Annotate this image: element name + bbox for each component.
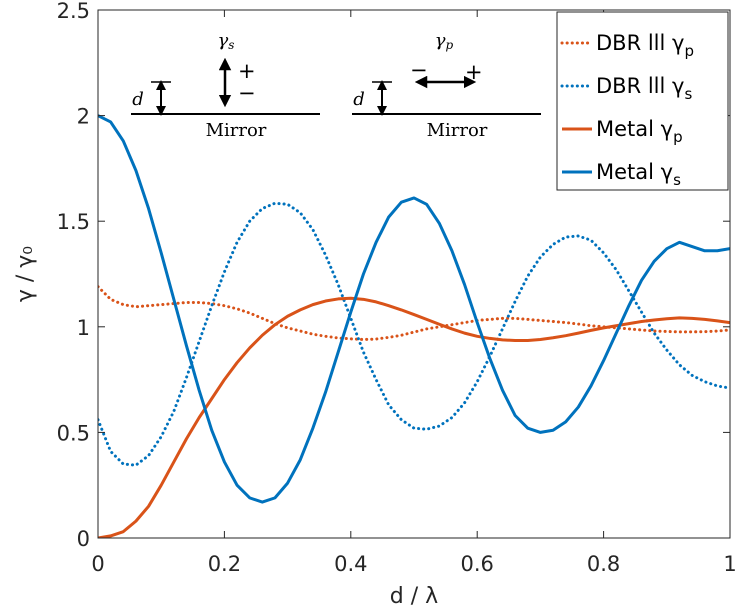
series-line-2 (98, 296, 730, 538)
y-tick-label-0: 0 (77, 527, 90, 551)
x-tick-label-5: 1 (723, 552, 736, 576)
legend-label-2: Metal γp (596, 117, 683, 146)
tick-layer: 0 0.2 0.4 0.6 0.8 1 0 0.5 1 1.5 2 2.5 (57, 0, 737, 576)
inset-right-mirror-label: Mirror (427, 120, 488, 141)
inset-left-title: γs (218, 30, 235, 52)
legend-entries: DBR lll γp DBR lll γs Metal γp Metal γs (560, 31, 694, 189)
y-tick-label-3: 1.5 (57, 210, 90, 234)
inset-right-panel: γp Mirror d − + (352, 30, 541, 141)
inset-right-distance-label: d (353, 89, 365, 110)
legend: DBR lll γp DBR lll γs Metal γp Metal γs (556, 11, 729, 191)
x-tick-label-3: 0.6 (460, 552, 493, 576)
inset-right-plus-sign: + (465, 60, 483, 84)
series-line-1 (98, 201, 730, 467)
inset-left-distance-label: d (132, 89, 144, 110)
x-tick-label-2: 0.4 (334, 552, 367, 576)
series-line-3 (98, 114, 730, 504)
axes-box (97, 9, 731, 539)
x-tick-label-1: 0.2 (208, 552, 241, 576)
series-layer (98, 114, 730, 538)
inset-left-mirror-label: Mirror (206, 120, 267, 141)
x-tick-label-4: 0.8 (587, 552, 620, 576)
inset-left-minus-sign: − (238, 81, 256, 105)
legend-label-1: DBR lll γs (596, 74, 692, 103)
x-axis-label: d / λ (390, 584, 438, 609)
inset-left-panel: γs Mirror d + − (131, 30, 320, 141)
series-line-0 (98, 285, 730, 341)
legend-label-0: DBR lll γp (596, 31, 694, 60)
inset-right-title: γp (435, 30, 454, 52)
legend-box (556, 11, 729, 191)
inset-right-minus-sign: − (410, 58, 428, 82)
y-tick-label-5: 2.5 (57, 0, 90, 23)
x-tick-label-0: 0 (91, 552, 104, 576)
y-tick-label-1: 0.5 (57, 421, 90, 445)
legend-label-3: Metal γs (596, 160, 681, 189)
y-axis-label: γ / γ₀ (13, 246, 38, 302)
y-tick-label-4: 2 (77, 105, 90, 129)
y-tick-label-2: 1 (77, 316, 90, 340)
inset-left-plus-sign: + (238, 59, 256, 83)
